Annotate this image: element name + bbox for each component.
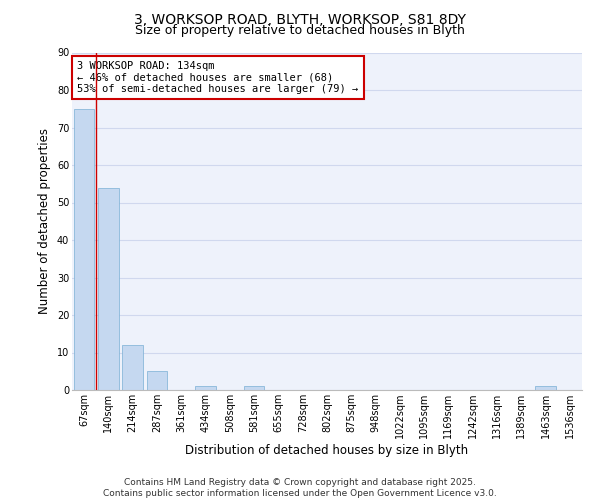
Y-axis label: Number of detached properties: Number of detached properties — [38, 128, 51, 314]
X-axis label: Distribution of detached houses by size in Blyth: Distribution of detached houses by size … — [185, 444, 469, 457]
Bar — [535, 386, 556, 390]
Bar — [146, 371, 167, 390]
Text: Contains HM Land Registry data © Crown copyright and database right 2025.
Contai: Contains HM Land Registry data © Crown c… — [103, 478, 497, 498]
Text: 3 WORKSOP ROAD: 134sqm
← 46% of detached houses are smaller (68)
53% of semi-det: 3 WORKSOP ROAD: 134sqm ← 46% of detached… — [77, 61, 358, 94]
Bar — [74, 109, 94, 390]
Bar — [195, 386, 216, 390]
Text: Size of property relative to detached houses in Blyth: Size of property relative to detached ho… — [135, 24, 465, 37]
Text: 3, WORKSOP ROAD, BLYTH, WORKSOP, S81 8DY: 3, WORKSOP ROAD, BLYTH, WORKSOP, S81 8DY — [134, 12, 466, 26]
Bar — [122, 345, 143, 390]
Bar — [98, 188, 119, 390]
Bar — [244, 386, 265, 390]
